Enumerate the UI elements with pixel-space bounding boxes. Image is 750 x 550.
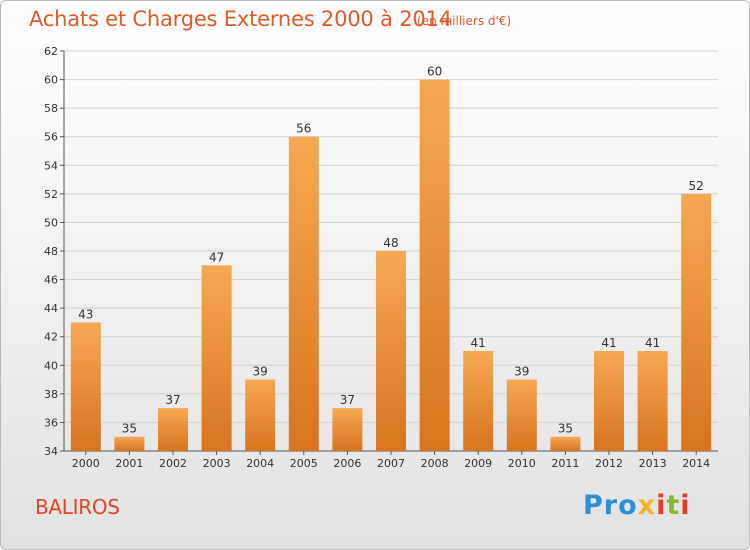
y-tick-label: 46 (44, 274, 58, 287)
bar-2001 (114, 436, 145, 451)
data-label: 43 (78, 307, 93, 321)
bar-2011 (550, 436, 581, 451)
data-label: 48 (383, 236, 398, 250)
x-tick-label: 2013 (639, 457, 667, 470)
bar-2012 (594, 351, 624, 451)
y-tick-label: 38 (44, 388, 58, 401)
data-label: 47 (209, 250, 224, 264)
bar-2007 (376, 251, 406, 451)
data-label: 37 (340, 393, 355, 407)
bar-2003 (201, 265, 232, 451)
y-tick-label: 54 (44, 159, 58, 172)
bar-2008 (419, 79, 450, 452)
y-tick-label: 52 (44, 188, 58, 201)
bars (70, 79, 712, 452)
chart-title: Achats et Charges Externes 2000 à 2014 (29, 7, 452, 31)
x-tick-label: 2010 (508, 457, 536, 470)
y-tick-label: 42 (44, 331, 58, 344)
x-tick-label: 2006 (333, 457, 361, 470)
y-tick-label: 36 (44, 416, 58, 429)
chart-subtitle: (en milliers d'€) (417, 14, 512, 28)
x-tick-label: 2004 (246, 457, 274, 470)
y-tick-label: 60 (44, 74, 58, 87)
y-tick-label: 50 (44, 216, 58, 229)
x-tick-label: 2014 (682, 457, 710, 470)
bar-2009 (463, 351, 494, 451)
bar-2013 (637, 351, 668, 451)
data-label: 60 (427, 65, 442, 79)
commune-name: BALIROS (35, 495, 120, 519)
y-tick-label: 34 (44, 445, 58, 458)
data-label: 35 (558, 422, 573, 436)
proxiti-logo[interactable]: Proxiti (583, 490, 691, 521)
data-labels: 43 35 37 47 39 56 37 48 60 41 39 35 41 41 52 (78, 65, 704, 436)
y-tick-label: 40 (44, 359, 58, 372)
data-label: 37 (165, 393, 180, 407)
data-label: 56 (296, 122, 311, 136)
bar-2010 (506, 379, 537, 451)
bar-2006 (332, 408, 363, 451)
x-tick-label: 2000 (72, 457, 100, 470)
x-tick-label: 2003 (203, 457, 231, 470)
x-tick-label: 2001 (115, 457, 143, 470)
y-tick-label: 48 (44, 245, 58, 258)
data-label: 35 (122, 422, 137, 436)
x-tick-label: 2008 (421, 457, 449, 470)
x-tick-label: 2005 (290, 457, 318, 470)
x-tick-label: 2009 (464, 457, 492, 470)
data-label: 41 (601, 336, 616, 350)
x-tick-label: 2007 (377, 457, 405, 470)
bar-2000 (70, 322, 101, 451)
data-label: 39 (514, 365, 529, 379)
bar-2005 (288, 136, 319, 451)
x-tick-label: 2002 (159, 457, 187, 470)
x-tick-labels: 2000 2001 2002 2003 2004 2005 2006 2007 2008 2009… (72, 457, 710, 470)
data-label: 41 (471, 336, 486, 350)
y-tick-label: 56 (44, 131, 58, 144)
y-tick-label: 44 (44, 302, 58, 315)
bar-2002 (158, 408, 188, 451)
y-tick-label: 62 (44, 45, 58, 58)
x-tick-label: 2011 (551, 457, 579, 470)
bar-2004 (245, 379, 276, 451)
data-label: 41 (645, 336, 660, 350)
data-label: 52 (689, 179, 704, 193)
x-tick-label: 2012 (595, 457, 623, 470)
y-tick-label: 58 (44, 102, 58, 115)
bar-2014 (681, 193, 712, 451)
y-tick-labels: 34 36 38 40 42 44 46 48 50 52 54 56 58 60 62 (44, 45, 58, 458)
data-label: 39 (253, 365, 268, 379)
